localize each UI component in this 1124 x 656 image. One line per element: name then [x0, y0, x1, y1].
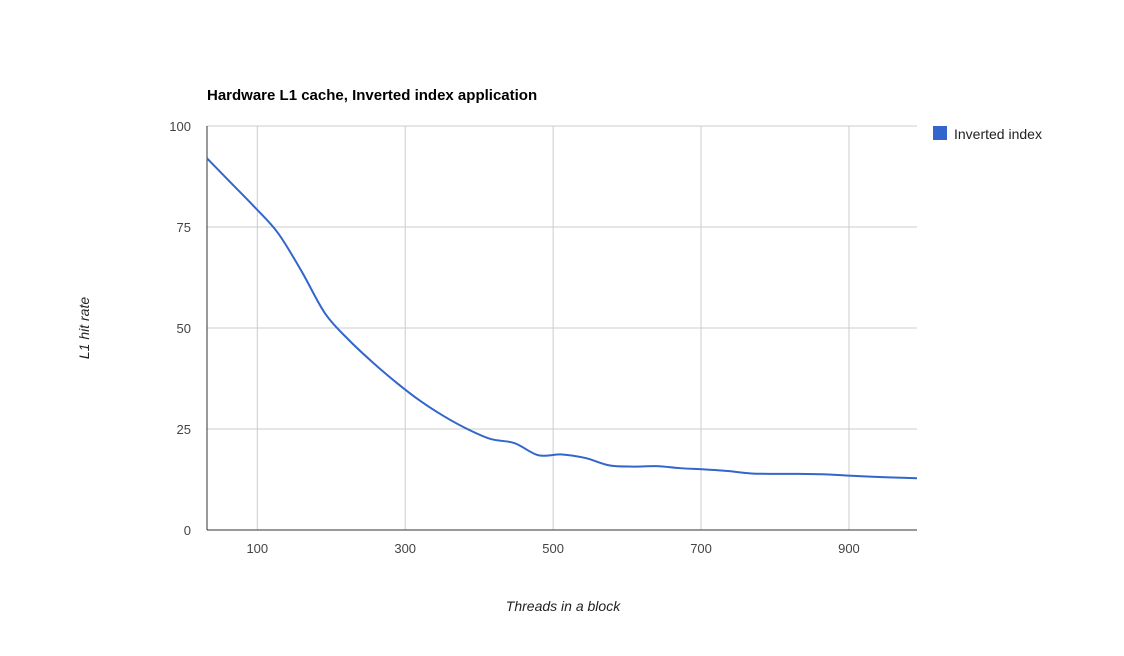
axes: 0 25 50 75 100 100 300 500 700 900 [169, 119, 917, 556]
y-tick-label: 0 [184, 523, 191, 538]
legend: Inverted index [933, 126, 1042, 142]
gridlines [207, 125, 917, 530]
y-tick-label: 75 [177, 220, 191, 235]
series-line [206, 157, 918, 480]
x-axis-title: Threads in a block [506, 598, 621, 614]
x-tick-label: 500 [542, 541, 564, 556]
y-tick-label: 100 [169, 119, 191, 134]
series-layer [206, 157, 918, 480]
legend-label: Inverted index [954, 126, 1042, 142]
x-tick-label: 700 [690, 541, 712, 556]
chart-title: Hardware L1 cache, Inverted index applic… [207, 87, 537, 104]
legend-swatch [933, 126, 947, 140]
y-tick-label: 50 [177, 321, 191, 336]
y-tick-label: 25 [177, 422, 191, 437]
x-tick-label: 900 [838, 541, 860, 556]
y-axis-title: L1 hit rate [76, 297, 92, 359]
x-tick-label: 300 [394, 541, 416, 556]
x-tick-label: 100 [246, 541, 268, 556]
